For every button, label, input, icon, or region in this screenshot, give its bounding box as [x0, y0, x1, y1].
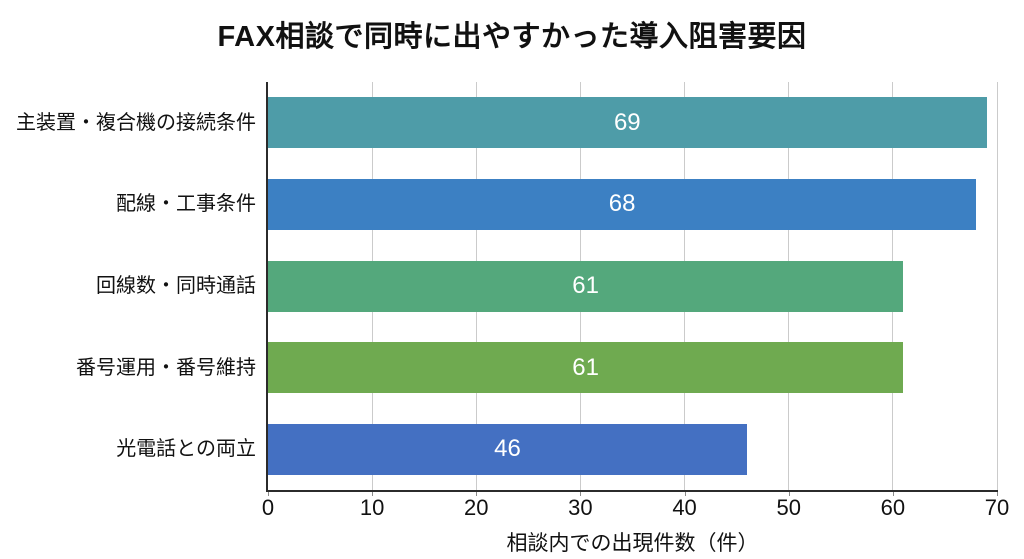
x-tick-mark-20	[476, 492, 478, 496]
x-tick-mark-60	[892, 492, 894, 496]
category-label-1: 配線・工事条件	[116, 193, 256, 216]
x-tick-mark-70	[997, 492, 998, 496]
bar-2: 61	[268, 260, 904, 312]
x-tick-label-60: 60	[880, 495, 906, 520]
bar-value-2: 61	[572, 272, 599, 299]
x-axis-line	[266, 490, 998, 492]
bar-4: 46	[268, 423, 748, 475]
bar-value-1: 68	[608, 190, 636, 218]
x-tick-mark-50	[788, 492, 790, 496]
x-tick-label-20: 20	[464, 495, 489, 520]
gridline-x-70	[996, 82, 998, 490]
x-tick-mark-0	[268, 492, 269, 496]
category-label-3: 番号運用・番号維持	[76, 356, 256, 379]
x-tick-mark-30	[580, 492, 582, 496]
category-label-4: 光電話との両立	[116, 438, 256, 461]
x-tick-label-40: 40	[672, 495, 697, 520]
bar-value-3: 61	[572, 353, 599, 381]
bar-1: 68	[268, 178, 977, 230]
x-tick-mark-10	[372, 492, 374, 496]
x-tick-label-30: 30	[568, 495, 593, 520]
plot-area: 69 68 61 61 46	[268, 82, 998, 490]
bar-3: 61	[268, 342, 904, 394]
x-tick-label-0: 0	[261, 495, 275, 520]
bar-value-4: 46	[494, 435, 521, 463]
chart-title: FAX相談で同時に出やすかった導入阻害要因	[217, 21, 807, 53]
y-axis-line	[266, 82, 268, 492]
x-tick-label-50: 50	[776, 495, 801, 520]
x-axis-label: 相談内での出現件数（件）	[506, 532, 759, 555]
bar-value-0: 69	[613, 108, 641, 136]
category-label-0: 主装置・複合機の接続条件	[16, 111, 256, 134]
x-tick-label-70: 70	[984, 495, 1010, 520]
x-tick-label-10: 10	[359, 495, 385, 520]
x-tick-mark-40	[684, 492, 686, 496]
bar-0: 69	[268, 97, 987, 149]
category-label-2: 回線数・同時通話	[96, 275, 256, 297]
